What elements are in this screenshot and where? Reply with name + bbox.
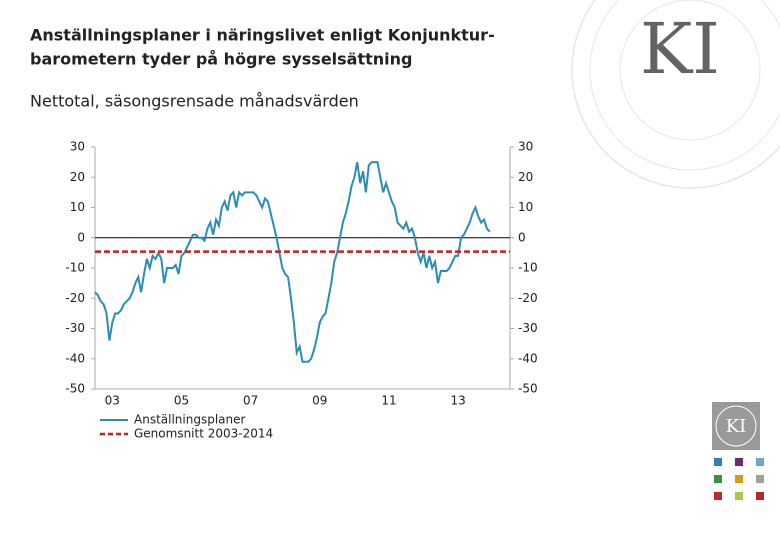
logo-text: KI bbox=[726, 416, 747, 437]
x-tick-label: 09 bbox=[312, 394, 327, 408]
y2-tick-label: -30 bbox=[518, 321, 538, 335]
watermark-text: KI bbox=[640, 8, 720, 90]
legend-label: Anställningsplaner bbox=[134, 413, 246, 427]
y2-tick-label: -50 bbox=[518, 382, 538, 396]
legend-label: Genomsnitt 2003-2014 bbox=[134, 427, 273, 441]
y-tick-label: 20 bbox=[70, 170, 85, 184]
y-tick-label: -30 bbox=[65, 321, 85, 335]
x-tick-label: 11 bbox=[381, 394, 396, 408]
logo: KI bbox=[712, 402, 764, 500]
series-line bbox=[94, 161, 491, 363]
chart-title: Anställningsplaner i näringslivet enligt… bbox=[30, 26, 495, 45]
x-tick-label: 05 bbox=[174, 394, 189, 408]
watermark bbox=[571, 0, 780, 189]
chart-title: barometern tyder på högre sysselsättning bbox=[30, 50, 413, 69]
y2-tick-label: -20 bbox=[518, 291, 538, 305]
y-tick-label: 10 bbox=[70, 200, 85, 214]
x-tick-label: 03 bbox=[105, 394, 120, 408]
chart-subtitle: Nettotal, säsongsrensade månadsvärden bbox=[30, 92, 359, 111]
y2-tick-label: -10 bbox=[518, 261, 538, 275]
y2-tick-label: 0 bbox=[518, 230, 526, 244]
y2-tick-label: 10 bbox=[518, 200, 533, 214]
x-tick-label: 07 bbox=[243, 394, 258, 408]
y-tick-label: -50 bbox=[65, 382, 85, 396]
y2-tick-label: -40 bbox=[518, 351, 538, 365]
y-tick-label: 0 bbox=[77, 230, 85, 244]
y-tick-label: -10 bbox=[65, 261, 85, 275]
y-tick-label: -40 bbox=[65, 351, 85, 365]
y-tick-label: 30 bbox=[70, 140, 85, 154]
y-tick-label: -20 bbox=[65, 291, 85, 305]
x-tick-label: 13 bbox=[450, 394, 465, 408]
y2-tick-label: 30 bbox=[518, 140, 533, 154]
y2-tick-label: 20 bbox=[518, 170, 533, 184]
